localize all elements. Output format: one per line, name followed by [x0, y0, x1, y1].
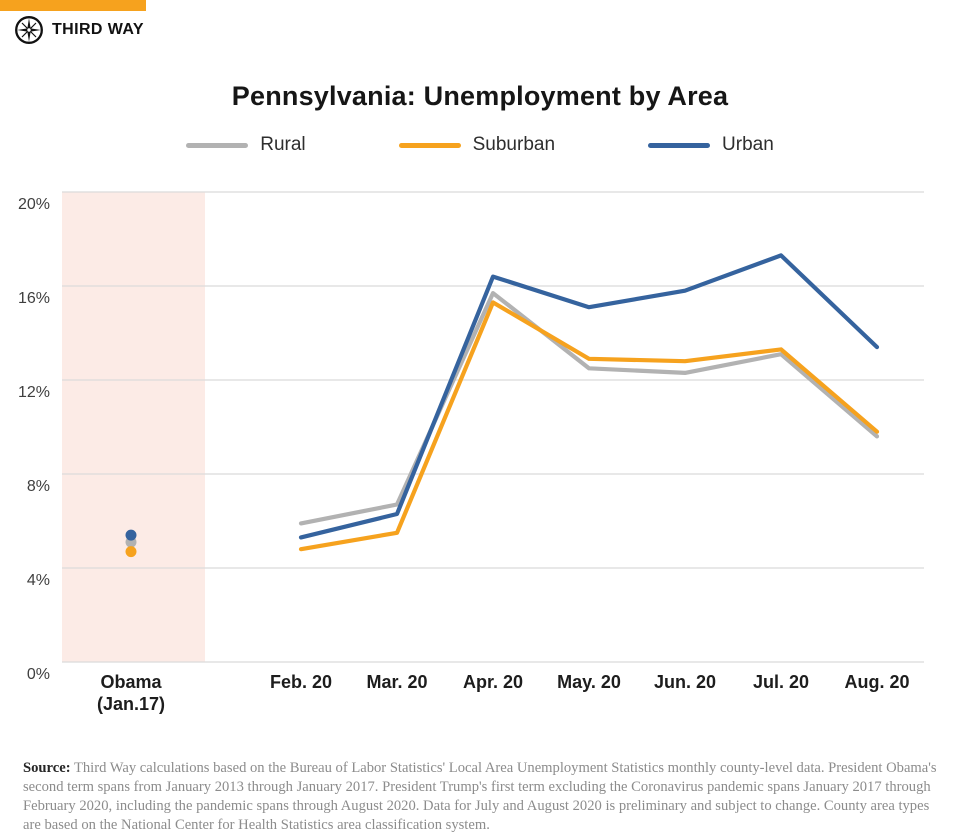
x-axis-label-aug20: Aug. 20: [844, 672, 909, 692]
series-line-suburban: [298, 300, 880, 552]
chart-legend: Rural Suburban Urban: [0, 134, 960, 156]
y-tick-label-0%: 0%: [27, 666, 50, 683]
legend-label-rural: Rural: [260, 134, 306, 155]
legend-item-rural: Rural: [186, 134, 306, 156]
obama-dot-suburban: [125, 546, 137, 558]
series-line-rural: [298, 290, 880, 526]
x-axis-label-apr20: Apr. 20: [463, 672, 523, 692]
page-title: Pennsylvania: Unemployment by Area: [231, 81, 729, 112]
legend-swatch-suburban: [398, 142, 461, 148]
x-axis-label-may20: May. 20: [557, 672, 621, 692]
y-tick-label-4%: 4%: [27, 572, 50, 589]
unemployment-line-chart: 0% 4% 8% 12% 16% 20% Obama (Jan.17) Feb. 20 Mar. …: [18, 191, 924, 714]
source-label: Source:: [23, 759, 71, 776]
source-text: Third Way calculations based on the Bure…: [23, 759, 937, 833]
obama-highlight-band: [62, 192, 205, 662]
third-way-logo: THIRD WAY: [14, 15, 144, 45]
y-tick-label-8%: 8%: [27, 478, 50, 495]
source-note: Source: Third Way calculations based on …: [23, 759, 937, 835]
legend-swatch-urban: [648, 142, 711, 148]
x-axis-label-jul20: Jul. 20: [753, 672, 809, 692]
legend-item-suburban: Suburban: [398, 134, 556, 156]
y-tick-label-12%: 12%: [18, 384, 50, 401]
obama-dot-urban: [125, 529, 137, 541]
series-line-urban: [298, 253, 880, 540]
x-axis-label-feb20: Feb. 20: [270, 672, 332, 692]
legend-label-urban: Urban: [722, 134, 774, 155]
x-axis-label-mar20: Mar. 20: [366, 672, 427, 692]
y-tick-label-16%: 16%: [18, 290, 50, 307]
x-axis-label-obama: Obama (Jan.17): [97, 672, 165, 714]
legend-swatch-rural: [186, 142, 249, 148]
y-tick-label-20%: 20%: [18, 196, 50, 213]
legend-item-urban: Urban: [648, 134, 774, 156]
x-axis-label-jun20: Jun. 20: [654, 672, 716, 692]
brand-top-bar: [0, 0, 146, 11]
compass-icon: [15, 16, 43, 44]
logo-wordmark: THIRD WAY: [52, 21, 144, 38]
legend-label-suburban: Suburban: [472, 134, 556, 155]
